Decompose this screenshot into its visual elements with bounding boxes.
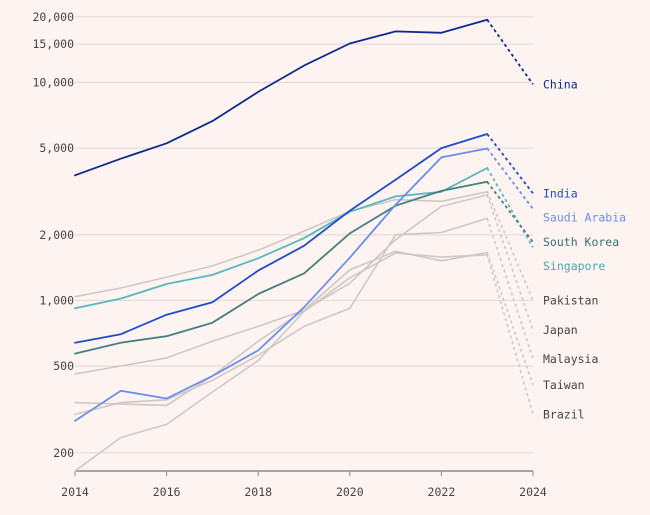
series-line-singapore [74,167,489,310]
series-line-japan [74,194,489,375]
series-line-india [74,133,489,344]
y-tick-label-15000: 15,000 [32,37,74,51]
series-line-china [74,18,489,177]
series-line-taiwan [74,250,489,407]
series-label-japan: Japan [543,323,578,337]
series-line-brazil [74,252,489,472]
axes: 200 500 1,000 2,000 5,000 10,000 15,000 20,000 2… [32,10,546,499]
y-tick-label-20000: 20,000 [32,10,74,24]
y-tick-label-200: 200 [53,446,74,460]
x-tick-label-2020: 2020 [336,485,364,499]
x-tick-label-2018: 2018 [244,485,272,499]
series-line-south-korea [74,180,489,355]
y-tick-label-500: 500 [53,359,74,373]
series-label-south-korea: South Korea [543,235,619,249]
series-label-taiwan: Taiwan [543,378,585,392]
series-label-china: China [543,77,578,91]
projection-line-south-korea [486,181,534,243]
gridlines [75,16,533,454]
x-tick-label-2016: 2016 [153,485,181,499]
projection-line-malaysia [486,218,534,360]
series-label-malaysia: Malaysia [543,352,598,366]
y-tick-label-2000: 2,000 [39,228,74,242]
projection-line-japan [486,194,534,331]
projection-line-pakistan [486,191,534,301]
series-label-singapore: Singapore [543,259,605,273]
x-tick-label-2014: 2014 [61,485,89,499]
series-label-pakistan: Pakistan [543,293,598,307]
projection-line-saudi-arabia [486,147,534,210]
y-tick-label-10000: 10,000 [32,75,74,89]
series-label-brazil: Brazil [543,407,585,421]
x-tick-label-2024: 2024 [519,485,547,499]
projection-line-brazil [486,254,534,415]
series-line-malaysia [74,217,489,416]
series-line-pakistan [74,191,489,298]
y-tick-label-1000: 1,000 [39,293,74,307]
x-tick-label-2022: 2022 [428,485,456,499]
y-tick-label-5000: 5,000 [39,141,74,155]
series-line-saudi-arabia [74,147,489,422]
series-labels: China India Saudi Arabia South Korea Singapo… [543,77,626,421]
projection-line-india [486,133,534,194]
series-lines [74,18,534,472]
projection-line-china [486,19,534,85]
series-label-saudi-arabia: Saudi Arabia [543,210,626,224]
series-label-india: India [543,186,578,200]
projection-line-taiwan [486,252,534,386]
